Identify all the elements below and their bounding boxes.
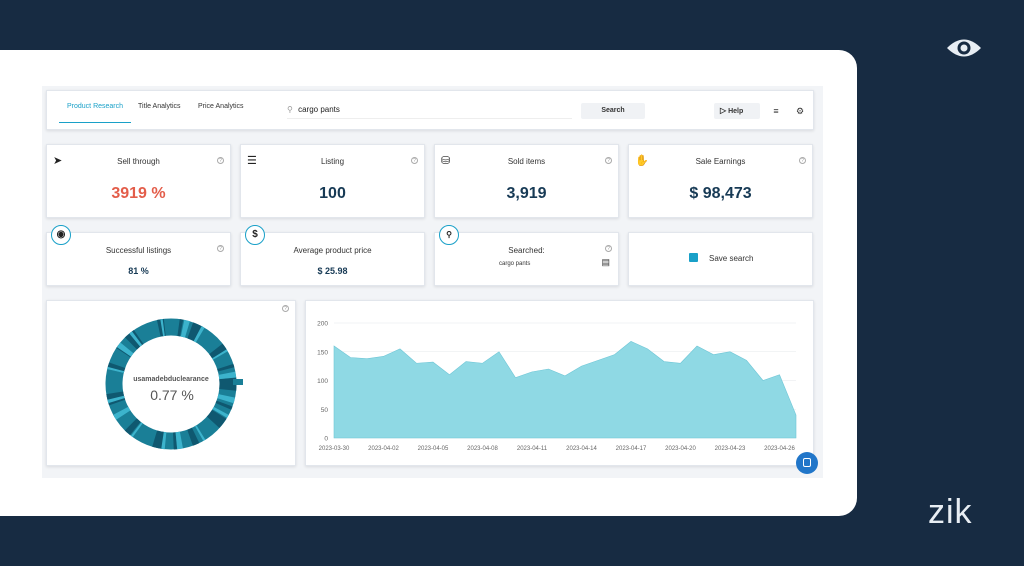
- donut-panel: ? usamadebduclearance 0.77 %: [46, 300, 296, 466]
- card-title: Searched:: [508, 246, 545, 255]
- stat-card-sold-items: ⛁ Sold items ? 3,919: [434, 144, 619, 218]
- x-tick-label: 2023-04-23: [715, 446, 746, 452]
- x-tick-label: 2023-04-11: [517, 446, 548, 452]
- help-tooltip-icon[interactable]: ?: [605, 157, 612, 164]
- help-tooltip-icon[interactable]: ?: [605, 245, 612, 252]
- donut-label: usamadebduclearance: [133, 376, 209, 383]
- donut-segments-dark: [105, 318, 237, 450]
- search-value: cargo pants: [298, 105, 340, 114]
- tab-title-analytics[interactable]: Title Analytics: [138, 103, 181, 110]
- stat-title: Listing: [320, 157, 345, 166]
- help-tooltip-icon[interactable]: ?: [217, 245, 224, 252]
- toolbar: Product Research Title Analytics Price A…: [46, 90, 814, 130]
- search-icon: ⚲: [439, 225, 459, 245]
- chat-icon: [803, 458, 811, 467]
- x-tick-label: 2023-03-30: [319, 446, 350, 452]
- stat-card-sell-through: ➤ Sell through ? 3919 %: [46, 144, 231, 218]
- help-tooltip-icon[interactable]: ?: [411, 157, 418, 164]
- stat-value: $ 98,473: [689, 185, 752, 202]
- x-tick-label: 2023-04-02: [368, 446, 399, 452]
- donut-value: 0.77 %: [150, 387, 194, 403]
- dashboard: Product Research Title Analytics Price A…: [42, 86, 823, 478]
- floppy-disk-icon: [689, 253, 698, 262]
- card-title: Successful listings: [105, 246, 172, 255]
- basket-icon: ⛁: [441, 155, 451, 167]
- area-chart: 0 50 100 150 200 2023-03-30 2023-04-02 2023-04-…: [317, 321, 797, 452]
- card-title: Average product price: [293, 246, 372, 255]
- chat-button[interactable]: [796, 452, 818, 474]
- card-value: 81 %: [128, 266, 149, 276]
- stat-value: 100: [319, 185, 346, 202]
- card-average-price: $ Average product price $ 25.98: [240, 225, 425, 286]
- y-tick-label: 200: [317, 321, 328, 328]
- tab-product-research[interactable]: Product Research: [59, 103, 132, 123]
- help-label: Help: [728, 108, 744, 115]
- stat-value: 3,919: [506, 185, 547, 202]
- bar-chart-icon[interactable]: ▤: [601, 257, 610, 267]
- card-searched: ⚲ Searched: ? cargo pants ▤: [434, 225, 619, 286]
- stat-card-sale-earnings: ✋ Sale Earnings ? $ 98,473: [628, 144, 813, 218]
- area-series: [333, 341, 797, 439]
- tab-price-analytics[interactable]: Price Analytics: [198, 103, 244, 110]
- save-search-button[interactable]: Save search: [628, 232, 813, 286]
- dollar-icon: $: [245, 225, 265, 245]
- y-tick-label: 0: [324, 436, 328, 443]
- eye-icon: [947, 39, 981, 57]
- donut-highlight-segment[interactable]: [233, 379, 243, 385]
- play-icon: ▷: [720, 106, 727, 115]
- y-tick-label: 50: [321, 407, 329, 414]
- hand-dollar-icon: ✋: [635, 155, 649, 167]
- help-tooltip-icon[interactable]: ?: [217, 157, 224, 164]
- stat-value: 3919 %: [111, 185, 166, 202]
- searched-term: cargo pants: [499, 261, 531, 267]
- list-icon: ☰: [247, 155, 257, 167]
- card-successful-listings: ◉ Successful listings ? 81 %: [46, 225, 231, 286]
- stat-card-listing: ☰ Listing ? 100: [240, 144, 425, 218]
- gear-icon[interactable]: ⚙: [795, 106, 805, 116]
- x-tick-label: 2023-04-05: [418, 446, 449, 452]
- stat-title: Sell through: [117, 157, 160, 166]
- x-tick-label: 2023-04-17: [616, 446, 647, 452]
- search-input[interactable]: ⚲ cargo pants: [287, 105, 572, 119]
- filter-icon[interactable]: ≡: [773, 106, 779, 116]
- x-tick-label: 2023-04-20: [665, 446, 696, 452]
- card-value: $ 25.98: [317, 266, 348, 276]
- rocket-icon: ➤: [53, 155, 63, 167]
- x-tick-label: 2023-04-14: [566, 446, 597, 452]
- medal-icon: ◉: [51, 225, 71, 245]
- y-tick-label: 150: [317, 349, 328, 356]
- help-tooltip-icon[interactable]: ?: [799, 157, 806, 164]
- y-tick-label: 100: [317, 378, 328, 385]
- stat-title: Sold items: [507, 157, 546, 166]
- help-button[interactable]: ▷ Help: [714, 103, 760, 119]
- area-chart-panel: 0 50 100 150 200 2023-03-30 2023-04-02 2023-04-…: [305, 300, 814, 466]
- search-button[interactable]: Search: [581, 103, 645, 119]
- x-tick-label: 2023-04-08: [467, 446, 498, 452]
- donut-chart: [105, 318, 243, 450]
- donut-ring: [105, 318, 237, 450]
- search-icon: ⚲: [287, 105, 293, 114]
- help-tooltip-icon[interactable]: ?: [282, 305, 289, 312]
- save-search-label: Save search: [709, 254, 754, 263]
- zik-logo: zik: [928, 493, 973, 531]
- stat-title: Sale Earnings: [695, 157, 746, 166]
- x-tick-label: 2023-04-26: [764, 446, 795, 452]
